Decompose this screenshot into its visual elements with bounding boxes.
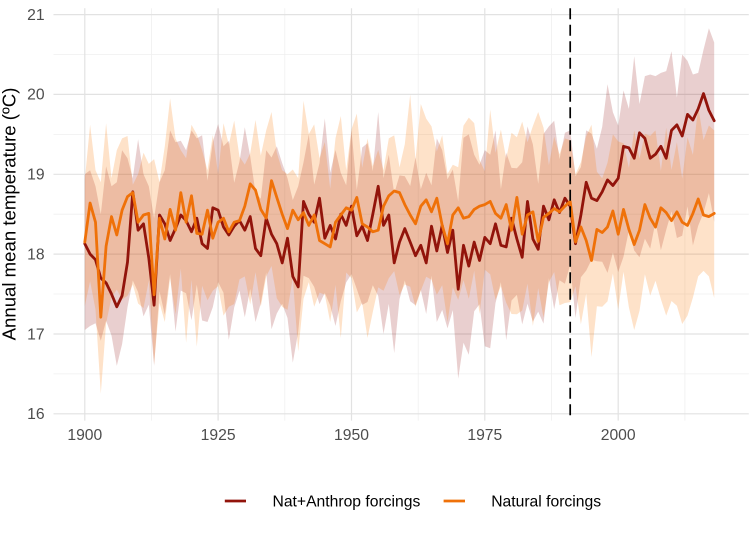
svg-text:1975: 1975 — [467, 427, 502, 444]
svg-text:18: 18 — [27, 246, 45, 263]
svg-text:1950: 1950 — [334, 427, 369, 444]
svg-text:20: 20 — [27, 87, 45, 104]
svg-text:Nat+Anthrop forcings: Nat+Anthrop forcings — [273, 494, 421, 511]
svg-text:1900: 1900 — [67, 427, 102, 444]
svg-text:1925: 1925 — [201, 427, 236, 444]
svg-text:19: 19 — [27, 167, 44, 184]
svg-text:16: 16 — [27, 406, 45, 423]
svg-text:17: 17 — [27, 326, 44, 343]
svg-text:Annual mean temperature (ºC): Annual mean temperature (ºC) — [0, 88, 19, 341]
svg-text:2000: 2000 — [601, 427, 636, 444]
svg-text:21: 21 — [27, 7, 44, 24]
svg-text:Natural forcings: Natural forcings — [491, 494, 601, 511]
